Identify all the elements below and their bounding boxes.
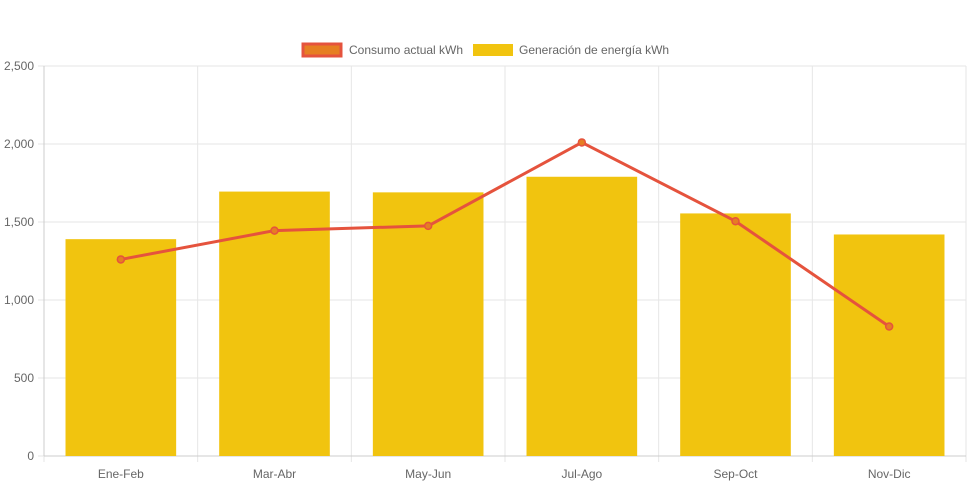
y-tick-label: 1,000 xyxy=(4,293,34,307)
generation-bars xyxy=(65,176,945,457)
legend-label-generation: Generación de energía kWh xyxy=(519,43,669,57)
generation-bar[interactable] xyxy=(65,239,177,456)
y-tick-label: 2,000 xyxy=(4,137,34,151)
x-tick-label: May-Jun xyxy=(405,467,451,481)
consumption-point[interactable] xyxy=(731,216,740,226)
generation-bar[interactable] xyxy=(833,234,945,456)
x-tick-label: Sep-Oct xyxy=(713,467,758,481)
consumption-point[interactable] xyxy=(270,226,279,235)
consumption-line-path xyxy=(120,140,891,328)
y-tick-label: 500 xyxy=(14,371,34,385)
consumption-point[interactable] xyxy=(116,255,126,264)
x-tick-label: Ene-Feb xyxy=(98,467,144,481)
y-tick-label: 2,500 xyxy=(4,59,34,73)
legend-swatch-generation[interactable] xyxy=(473,44,513,56)
consumption-point[interactable] xyxy=(423,221,433,231)
axes: 0 500 1,000 1,500 2,000 2,500 Ene-Feb Mar-Abr Ma… xyxy=(4,59,966,481)
x-tick-label: Jul-Ago xyxy=(561,467,602,481)
consumption-line xyxy=(116,138,894,331)
consumption-point[interactable] xyxy=(884,322,894,331)
y-tick-label: 1,500 xyxy=(4,215,34,229)
generation-bar[interactable] xyxy=(219,191,330,456)
legend-swatch-consumption[interactable] xyxy=(301,42,343,58)
generation-bar[interactable] xyxy=(526,176,638,456)
generation-bar[interactable] xyxy=(372,192,484,457)
consumption-point[interactable] xyxy=(577,138,587,147)
grid-lines xyxy=(38,65,967,462)
x-tick-label: Nov-Dic xyxy=(868,467,911,481)
y-tick-label: 0 xyxy=(27,449,34,463)
x-tick-label: Mar-Abr xyxy=(253,467,296,481)
generation-bar[interactable] xyxy=(680,213,791,456)
legend-label-consumption: Consumo actual kWh xyxy=(349,43,463,57)
legend: Consumo actual kWh Generación de energía… xyxy=(301,42,669,58)
